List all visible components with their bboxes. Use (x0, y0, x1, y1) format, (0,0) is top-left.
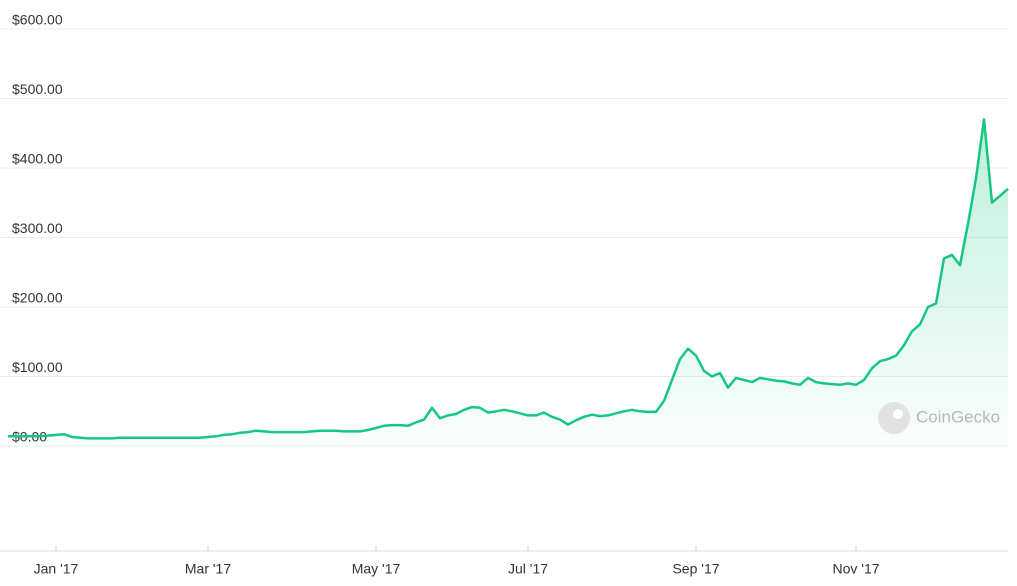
watermark-text: CoinGecko (916, 407, 1000, 426)
y-tick-label: $100.00 (12, 359, 63, 375)
y-tick-label: $600.00 (12, 12, 63, 28)
x-tick-label: Jul '17 (508, 561, 548, 577)
x-tick-label: Sep '17 (672, 561, 719, 577)
watermark: CoinGecko (878, 402, 1000, 434)
x-tick-label: Jan '17 (34, 561, 79, 577)
y-tick-label: $300.00 (12, 220, 63, 236)
y-tick-label: $200.00 (12, 290, 63, 306)
price-line (8, 118, 1009, 440)
grid: $0.00$100.00$200.00$300.00$400.00$500.00… (0, 12, 1008, 577)
x-tick-label: Nov '17 (832, 561, 879, 577)
x-tick-label: May '17 (352, 561, 401, 577)
x-tick-label: Mar '17 (185, 561, 231, 577)
y-tick-label: $500.00 (12, 81, 63, 97)
y-tick-label: $400.00 (12, 151, 63, 167)
